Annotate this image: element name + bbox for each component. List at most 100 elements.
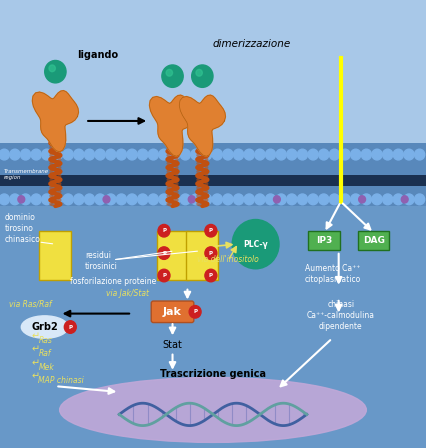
Circle shape <box>52 194 63 205</box>
FancyBboxPatch shape <box>186 231 218 280</box>
Circle shape <box>205 247 217 259</box>
Text: PLC-γ: PLC-γ <box>243 240 268 249</box>
Circle shape <box>201 194 212 205</box>
Text: Aumento Ca⁺⁺
citoplasmatico: Aumento Ca⁺⁺ citoplasmatico <box>304 264 360 284</box>
Circle shape <box>265 194 276 205</box>
Polygon shape <box>150 95 196 156</box>
Text: Ras: Ras <box>38 336 52 345</box>
Circle shape <box>359 196 366 203</box>
Text: ligando: ligando <box>77 50 118 60</box>
Circle shape <box>74 194 84 205</box>
Text: P: P <box>68 324 72 330</box>
Circle shape <box>95 194 105 205</box>
Circle shape <box>383 194 393 205</box>
Text: via Jak/Stat: via Jak/Stat <box>106 289 149 297</box>
Circle shape <box>361 194 371 205</box>
Text: residui
tirosinici: residui tirosinici <box>85 251 118 271</box>
FancyBboxPatch shape <box>157 231 188 280</box>
Circle shape <box>255 149 265 160</box>
Circle shape <box>42 149 52 160</box>
Circle shape <box>159 149 169 160</box>
Ellipse shape <box>60 377 366 442</box>
Circle shape <box>158 247 170 259</box>
Text: P: P <box>209 273 213 278</box>
Circle shape <box>205 224 217 237</box>
Circle shape <box>244 149 254 160</box>
Circle shape <box>148 194 158 205</box>
Text: DAG: DAG <box>363 236 385 245</box>
Circle shape <box>233 194 244 205</box>
Circle shape <box>276 194 286 205</box>
Circle shape <box>212 149 222 160</box>
Text: Jak: Jak <box>163 307 182 317</box>
Circle shape <box>106 149 116 160</box>
Text: IP3: IP3 <box>316 236 332 245</box>
Text: P: P <box>162 250 166 256</box>
Circle shape <box>0 194 9 205</box>
Circle shape <box>308 149 318 160</box>
Text: dominio
tirosino
chinasico: dominio tirosino chinasico <box>4 213 40 244</box>
Circle shape <box>170 149 180 160</box>
Polygon shape <box>32 90 78 152</box>
Circle shape <box>340 194 350 205</box>
Circle shape <box>351 149 361 160</box>
Circle shape <box>308 194 318 205</box>
Text: Trascrizione genica: Trascrizione genica <box>160 369 266 379</box>
Circle shape <box>196 69 202 76</box>
Circle shape <box>103 196 110 203</box>
Polygon shape <box>179 95 225 156</box>
Circle shape <box>158 269 170 282</box>
Circle shape <box>404 149 414 160</box>
Text: P: P <box>162 228 166 233</box>
Circle shape <box>255 194 265 205</box>
Text: dimerizzazione: dimerizzazione <box>213 39 291 49</box>
FancyBboxPatch shape <box>0 175 426 186</box>
Circle shape <box>287 149 297 160</box>
Circle shape <box>276 149 286 160</box>
Text: ↵: ↵ <box>32 331 40 341</box>
Text: Mek: Mek <box>38 362 54 371</box>
Circle shape <box>180 149 190 160</box>
Circle shape <box>244 194 254 205</box>
Circle shape <box>201 149 212 160</box>
Circle shape <box>42 194 52 205</box>
Circle shape <box>31 149 41 160</box>
Circle shape <box>18 196 25 203</box>
Text: P: P <box>193 309 197 314</box>
Circle shape <box>232 220 279 269</box>
Circle shape <box>84 194 95 205</box>
Circle shape <box>0 149 9 160</box>
Text: Raf: Raf <box>38 349 51 358</box>
Text: via Ras/Raf: via Ras/Raf <box>9 300 51 309</box>
Circle shape <box>372 194 382 205</box>
Text: fosforilazione proteine: fosforilazione proteine <box>70 277 156 286</box>
Circle shape <box>116 194 127 205</box>
Circle shape <box>52 149 63 160</box>
Text: ↵: ↵ <box>32 371 40 381</box>
Circle shape <box>49 65 55 72</box>
Circle shape <box>212 194 222 205</box>
Text: Stat: Stat <box>163 340 182 350</box>
Circle shape <box>361 149 371 160</box>
Circle shape <box>10 149 20 160</box>
Circle shape <box>158 224 170 237</box>
Circle shape <box>329 194 340 205</box>
Circle shape <box>393 149 403 160</box>
Circle shape <box>233 149 244 160</box>
Circle shape <box>319 149 329 160</box>
Text: via dell'inositolo: via dell'inositolo <box>197 255 259 264</box>
Circle shape <box>340 149 350 160</box>
Circle shape <box>127 194 137 205</box>
Circle shape <box>189 306 201 318</box>
Circle shape <box>205 269 217 282</box>
Circle shape <box>170 194 180 205</box>
FancyBboxPatch shape <box>0 199 426 448</box>
Circle shape <box>63 194 73 205</box>
Circle shape <box>393 194 403 205</box>
Circle shape <box>223 194 233 205</box>
Circle shape <box>401 196 408 203</box>
Circle shape <box>74 149 84 160</box>
Text: P: P <box>209 228 213 233</box>
Text: P: P <box>162 273 166 278</box>
Circle shape <box>383 149 393 160</box>
